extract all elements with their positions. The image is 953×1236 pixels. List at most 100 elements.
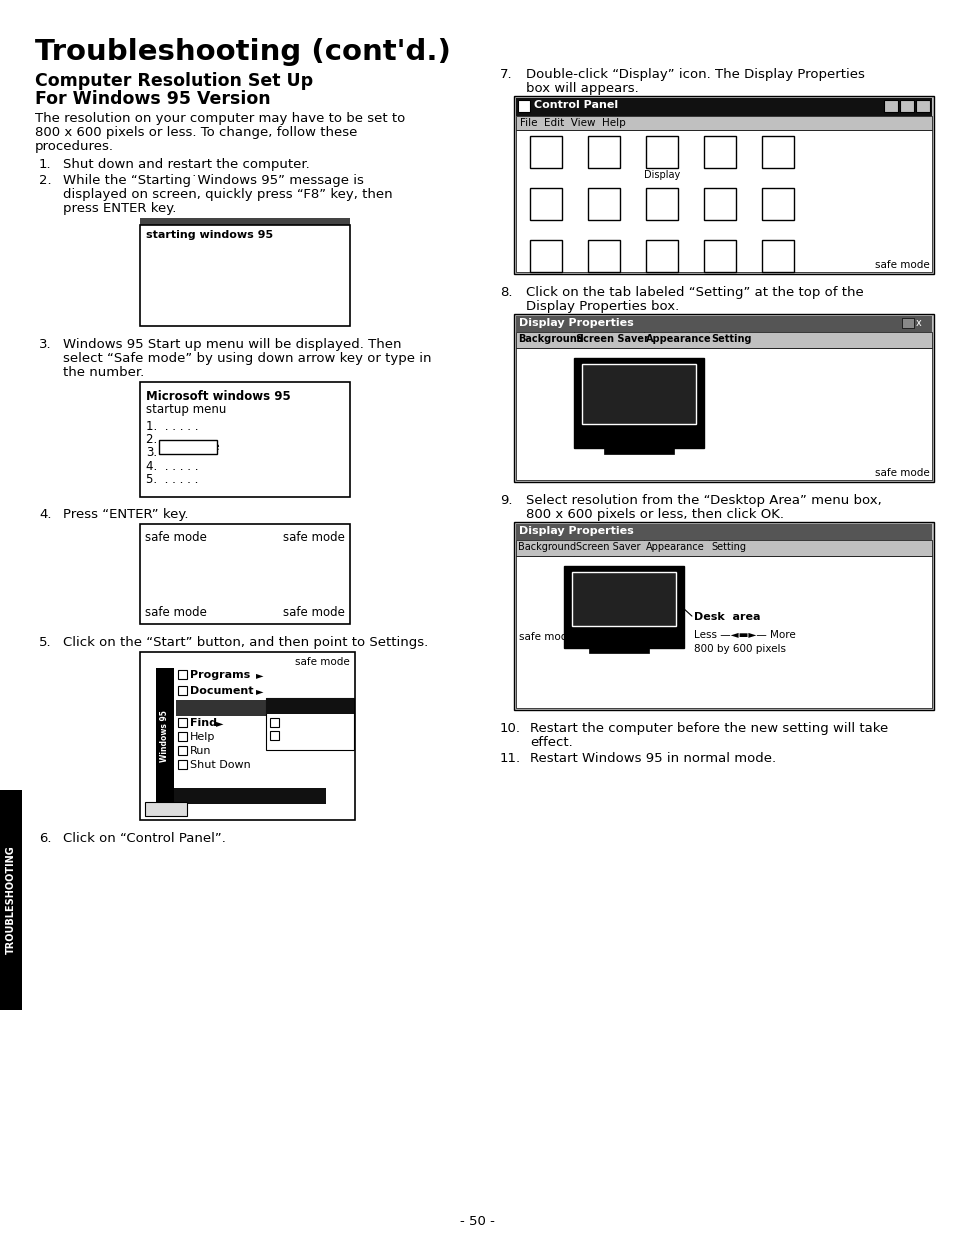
Text: 2.: 2.	[39, 174, 51, 187]
Text: Microsoft windows 95: Microsoft windows 95	[146, 391, 291, 403]
Text: Display Properties box.: Display Properties box.	[525, 300, 679, 313]
Text: the number.: the number.	[63, 366, 144, 379]
Bar	[178, 686, 187, 695]
Bar	[530, 240, 561, 272]
Text: safe mode: safe mode	[874, 260, 929, 269]
Text: Help: Help	[190, 732, 215, 742]
Text: Computer Resolution Set Up: Computer Resolution Set Up	[35, 72, 313, 90]
Text: Select resolution from the “Desktop Area” menu box,: Select resolution from the “Desktop Area…	[525, 494, 881, 507]
Bar	[581, 363, 696, 424]
Text: select “Safe mode” by using down arrow key or type in: select “Safe mode” by using down arrow k…	[63, 352, 431, 365]
Text: The resolution on your computer may have to be set to: The resolution on your computer may have…	[35, 112, 405, 125]
Text: Control Panel: Control Panel	[534, 100, 618, 110]
Text: 7.: 7.	[499, 68, 512, 82]
Text: Press “ENTER” key.: Press “ENTER” key.	[63, 508, 189, 522]
Text: 4.  . . . . .: 4. . . . . .	[146, 460, 198, 473]
Text: Less —◄▬►— More: Less —◄▬►— More	[693, 630, 795, 640]
Text: startup menu: startup menu	[146, 403, 226, 417]
Text: 2.  . . . . .: 2. . . . . .	[146, 433, 198, 446]
Text: displayed on screen, quickly press “F8” key, then: displayed on screen, quickly press “F8” …	[63, 188, 393, 201]
Bar	[173, 789, 326, 803]
Text: 1.  . . . . .: 1. . . . . .	[146, 420, 198, 433]
Bar	[516, 316, 931, 332]
Bar	[614, 440, 663, 447]
Text: 6.: 6.	[39, 832, 51, 845]
Text: Click on “Control Panel”.: Click on “Control Panel”.	[63, 832, 226, 845]
Text: Double-click “Display” icon. The Display Properties: Double-click “Display” icon. The Display…	[525, 68, 864, 82]
Text: For Windows 95 Version: For Windows 95 Version	[35, 90, 271, 108]
Bar	[517, 100, 530, 112]
Text: ►: ►	[255, 670, 263, 680]
Bar	[516, 332, 931, 349]
Text: 11.: 11.	[499, 751, 520, 765]
Text: Shut down and restart the computer.: Shut down and restart the computer.	[63, 158, 310, 171]
Text: Control Panel: Control Panel	[269, 701, 348, 711]
Bar	[530, 136, 561, 168]
Bar	[703, 188, 735, 220]
Text: procedures.: procedures.	[35, 140, 113, 153]
Text: Display Properties: Display Properties	[518, 318, 633, 328]
Text: TROUBLESHOOTING: TROUBLESHOOTING	[6, 845, 16, 954]
Bar	[598, 641, 648, 648]
Text: - 50 -: - 50 -	[459, 1215, 494, 1229]
Bar	[270, 718, 278, 727]
Bar	[603, 447, 673, 454]
Bar	[761, 240, 793, 272]
Bar	[516, 98, 931, 116]
Bar	[645, 188, 678, 220]
Bar	[140, 382, 350, 497]
Bar	[140, 225, 350, 326]
Text: starting windows 95: starting windows 95	[146, 230, 273, 240]
Text: Restart the computer before the new setting will take: Restart the computer before the new sett…	[530, 722, 887, 735]
Text: Shut Down: Shut Down	[190, 760, 251, 770]
Text: Appearance: Appearance	[645, 334, 711, 344]
Bar	[761, 136, 793, 168]
Text: safe mode: safe mode	[283, 606, 345, 619]
Bar	[516, 116, 931, 130]
Text: 800 x 600 pixels or less, then click OK.: 800 x 600 pixels or less, then click OK.	[525, 508, 783, 522]
Text: safe mode: safe mode	[145, 606, 207, 619]
Text: 9.: 9.	[499, 494, 512, 507]
Bar	[899, 100, 913, 112]
Bar	[266, 698, 354, 750]
Text: safe mode: safe mode	[294, 658, 350, 667]
Text: box will appears.: box will appears.	[525, 82, 639, 95]
Bar	[159, 440, 216, 454]
Text: Windows 95: Windows 95	[160, 709, 170, 761]
Text: Find: Find	[190, 718, 216, 728]
Bar	[516, 130, 931, 272]
Bar	[516, 349, 931, 480]
Bar	[587, 240, 619, 272]
Text: While the “Starting˙Windows 95” message is: While the “Starting˙Windows 95” message …	[63, 174, 363, 187]
Bar	[140, 218, 350, 225]
Bar	[563, 566, 683, 648]
Text: ►: ►	[255, 702, 263, 712]
Text: ►: ►	[215, 718, 223, 728]
Bar	[516, 556, 931, 708]
Text: File  Edit  View  Help: File Edit View Help	[519, 117, 625, 129]
Bar	[178, 732, 187, 742]
Bar	[0, 790, 22, 1010]
Bar	[178, 718, 187, 727]
Text: Windows 95 Start up menu will be displayed. Then: Windows 95 Start up menu will be display…	[63, 337, 401, 351]
Bar	[175, 700, 326, 716]
Bar	[883, 100, 897, 112]
Text: Appearance: Appearance	[645, 543, 704, 552]
Text: 800 by 600 pixels: 800 by 600 pixels	[693, 644, 785, 654]
Bar	[514, 522, 933, 709]
Text: 5.  . . . . .: 5. . . . . .	[146, 473, 198, 486]
Text: 5.: 5.	[39, 637, 51, 649]
Bar	[145, 802, 187, 816]
Text: Desk  area: Desk area	[693, 612, 760, 622]
Bar	[140, 653, 355, 819]
Text: Printers: Printers	[282, 719, 322, 729]
Text: Run: Run	[190, 747, 212, 756]
Text: Restart Windows 95 in normal mode.: Restart Windows 95 in normal mode.	[530, 751, 776, 765]
Bar	[156, 667, 173, 803]
Text: 3.: 3.	[146, 446, 157, 459]
Text: 1.: 1.	[39, 158, 51, 171]
Text: Start: Start	[149, 803, 174, 815]
Text: Screen Saver: Screen Saver	[576, 543, 639, 552]
Bar	[587, 136, 619, 168]
Text: 3.: 3.	[39, 337, 51, 351]
